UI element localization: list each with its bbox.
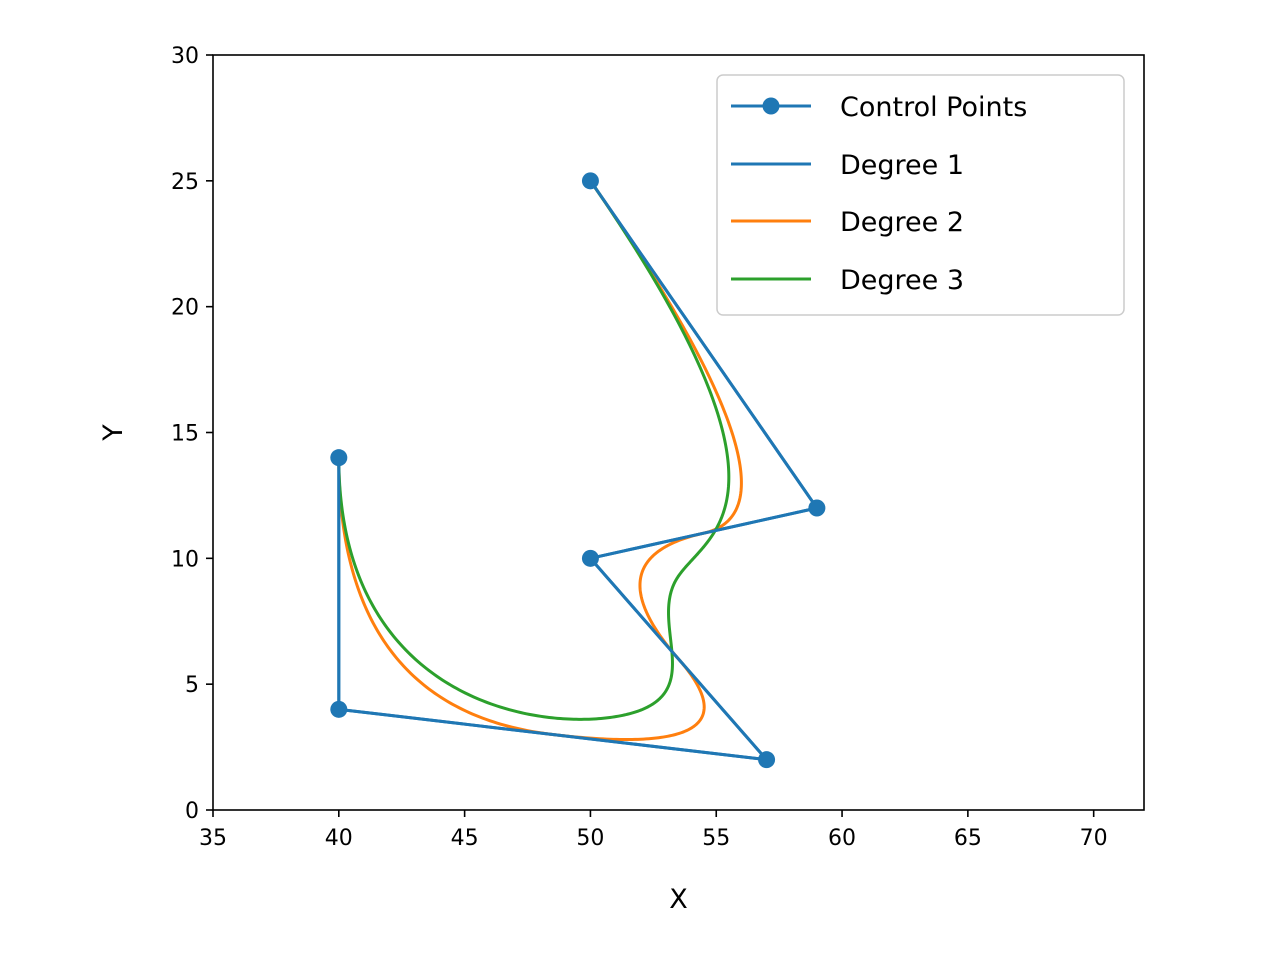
y-tick-label: 10 [171, 547, 199, 572]
y-tick-label: 5 [185, 673, 199, 698]
control-point-marker [330, 700, 348, 718]
curves-layer [337, 179, 819, 762]
legend-item-degree-3: Degree 3 [731, 265, 964, 296]
control-point-marker [758, 751, 776, 769]
y-axis-label: Y [98, 424, 129, 442]
y-tick-label: 0 [185, 799, 199, 824]
y-tick-label: 15 [171, 422, 199, 447]
legend-label-degree-2: Degree 2 [840, 207, 964, 238]
legend-item-control-points: Control Points [731, 92, 1027, 123]
legend-marker-control-points [762, 97, 780, 115]
y-tick-label: 25 [171, 170, 199, 195]
x-tick-label: 65 [954, 826, 982, 851]
x-tick-label: 70 [1080, 826, 1108, 851]
x-tick-label: 55 [702, 826, 730, 851]
legend-label-control-points: Control Points [840, 92, 1027, 123]
x-ticks: 35 40 45 50 55 60 65 70 [199, 810, 1108, 851]
y-tick-label: 30 [171, 44, 199, 69]
control-point-marker [330, 449, 348, 467]
legend-box [716, 74, 1125, 316]
legend-item-degree-1: Degree 1 [731, 150, 964, 181]
x-tick-label: 40 [325, 826, 353, 851]
x-tick-label: 60 [828, 826, 856, 851]
series-degree-3-curve [337, 179, 731, 721]
control-point-marker [581, 549, 599, 567]
x-tick-label: 50 [576, 826, 604, 851]
legend: Control Points Degree 1 Degree 2 Degree … [716, 74, 1125, 316]
y-ticks: 0 5 10 15 20 25 30 [171, 44, 213, 824]
legend-item-degree-2: Degree 2 [731, 207, 964, 238]
control-polygon-line [337, 179, 819, 762]
markers-layer [330, 172, 826, 769]
control-point-marker [808, 499, 826, 517]
control-point-marker [581, 172, 599, 190]
x-tick-label: 45 [451, 826, 479, 851]
y-tick-label: 20 [171, 296, 199, 321]
x-axis-label: X [669, 884, 688, 915]
legend-label-degree-1: Degree 1 [840, 150, 964, 181]
x-tick-label: 35 [199, 826, 227, 851]
legend-label-degree-3: Degree 3 [840, 265, 964, 296]
